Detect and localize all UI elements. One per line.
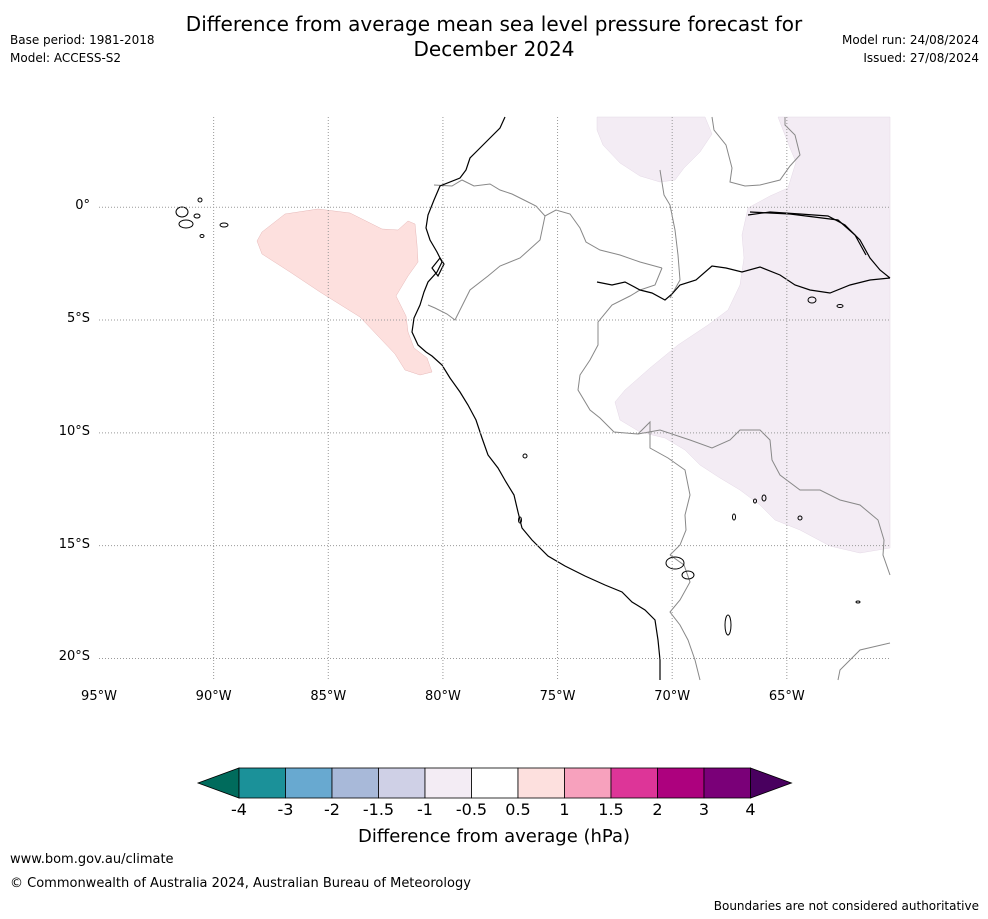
base-period: Base period: 1981-2018: [10, 33, 155, 47]
lon-label: 80°W: [424, 689, 461, 704]
colorbar-cell: [517, 767, 565, 799]
colorbar-tick-label: 1.5: [598, 800, 624, 819]
issued-date: Issued: 27/08/2024: [863, 51, 979, 65]
colorbar-extend-high: [750, 767, 793, 799]
meta-left: Base period: 1981-2018 Model: ACCESS-S2: [10, 31, 155, 67]
lat-label: 0°: [75, 198, 90, 214]
colorbar-cell: [238, 767, 286, 799]
lon-label: 70°W: [654, 689, 691, 704]
colorbar-cell: [285, 767, 333, 799]
title-line-1: Difference from average mean sea level p…: [185, 12, 803, 36]
disclaimer-text: Boundaries are not considered authoritat…: [713, 899, 979, 913]
colorbar-cell: [471, 767, 519, 799]
lat-label: 10°S: [58, 423, 90, 439]
lon-label: 95°W: [81, 689, 117, 704]
colorbar-cell: [378, 767, 426, 799]
colorbar-cell: [703, 767, 751, 799]
website-link[interactable]: www.bom.gov.au/climate: [10, 852, 174, 867]
model-name: Model: ACCESS-S2: [10, 51, 122, 65]
islands: [175, 197, 861, 636]
colorbar-cell: [610, 767, 658, 799]
lon-label: 85°W: [310, 689, 347, 704]
graticule: [99, 117, 890, 681]
colorbar: [196, 767, 793, 799]
colorbar-tick-label: -1: [417, 800, 433, 819]
anomaly-shading: [256, 116, 891, 554]
colorbar-tick-label: -4: [231, 800, 247, 819]
amazon-river: [596, 265, 891, 301]
model-run: Model run: 24/08/2024: [841, 33, 979, 47]
country-boundaries: [427, 116, 891, 681]
title-line-2: December 2024: [413, 37, 575, 61]
colorbar-tick-label: -1.5: [362, 800, 395, 819]
lat-label: 20°S: [58, 649, 90, 665]
colorbar-cell: [657, 767, 705, 799]
colorbar-cell: [331, 767, 379, 799]
pacific-positive-anomaly: [256, 208, 433, 376]
colorbar-cells: [196, 767, 793, 799]
amazon-negative-anomaly: [596, 116, 891, 554]
colorbar-tick-label: -3: [277, 800, 294, 819]
lon-label: 75°W: [539, 689, 576, 704]
colorbar-cell: [564, 767, 612, 799]
colorbar-tick-label: 1: [559, 800, 570, 819]
colorbar-tick-label: 2: [652, 800, 663, 819]
colorbar-tick-label: -0.5: [455, 800, 488, 819]
lon-label: 90°W: [195, 689, 232, 704]
colorbar-tick-label: 3: [698, 800, 710, 819]
colorbar-cell: [424, 767, 472, 799]
colorbar-title: Difference from average (hPa): [357, 826, 631, 847]
lat-label: 15°S: [58, 536, 90, 552]
coastline: [411, 116, 891, 680]
colorbar-tick-label: -2: [324, 800, 340, 819]
colorbar-tick-label: 4: [745, 800, 756, 819]
colorbar-tick-label: 0.5: [505, 800, 531, 819]
colorbar-extend-low: [196, 767, 240, 799]
meta-right: Model run: 24/08/2024 Issued: 27/08/2024: [842, 31, 979, 67]
copyright-text: © Commonwealth of Australia 2024, Austra…: [10, 876, 471, 891]
chart-title: Difference from average mean sea level p…: [0, 12, 988, 62]
lat-label: 5°S: [66, 311, 90, 327]
lon-label: 65°W: [768, 689, 805, 704]
